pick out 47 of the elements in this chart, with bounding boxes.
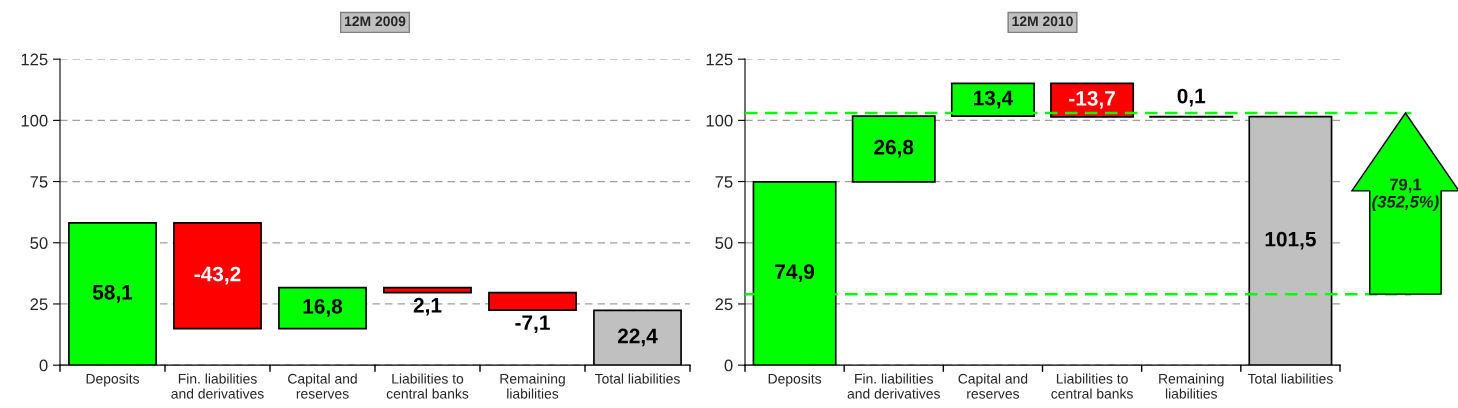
y-tick-label: 125 [706,53,733,66]
bar [383,286,472,294]
text: 79,1 [1389,178,1422,193]
data-label: 74,9 [775,264,815,283]
bar [593,309,682,366]
y-tick-label: 25 [715,298,733,311]
data-label: 101,5 [1265,231,1316,250]
bar [68,222,157,366]
x-tick-label: Remaining liabilities [1159,373,1224,399]
x-tick-label: Liabilities to central banks [1051,373,1133,399]
y-tick-label: 50 [715,237,733,249]
y-tick-label: 75 [715,176,733,188]
y-tick-label: 50 [30,237,48,249]
x-tick-label: Liabilities to central banks [386,373,469,399]
bar [488,291,577,311]
x-tick-label: Deposits [768,373,822,387]
x-tick-label: Deposits [86,373,140,387]
data-label: -7,1 [515,315,550,333]
text: (352,5%) [1372,195,1439,211]
bar [278,286,367,330]
data-label: 0,1 [1177,88,1206,107]
y-tick-label: 75 [30,176,48,188]
x-tick-label: Fin. liabilities and derivatives [171,373,264,399]
x-tick-label: Capital and reserves [288,373,357,399]
x-tick-label: Remaining liabilities [500,373,565,399]
y-tick-label: 0 [39,359,48,372]
data-label: 16,8 [303,298,343,317]
chart-title: 12M 2009 [344,16,406,27]
y-tick-label: 100 [706,114,733,127]
x-tick-label: Capital and reserves [958,373,1028,399]
x-tick-label: Total liabilities [594,373,680,384]
y-tick-label: 125 [21,53,48,66]
data-label: 22,4 [617,328,658,347]
y-tick-label: 25 [30,298,48,311]
data-label: -13,7 [1069,91,1115,109]
data-label: -43,2 [194,266,241,285]
data-label: 26,8 [874,139,914,158]
x-tick-label: Fin. liabilities and derivatives [847,373,940,399]
data-label: 58,1 [92,284,133,303]
chart-title: 12M 2010 [1012,16,1073,27]
y-tick-label: 100 [21,114,48,127]
bar [1248,115,1333,366]
data-label: 13,4 [973,90,1014,109]
data-label: 2,1 [413,297,442,316]
bar [173,222,262,330]
x-tick-label: Total liabilities [1247,373,1333,384]
y-tick-label: 0 [724,359,733,372]
